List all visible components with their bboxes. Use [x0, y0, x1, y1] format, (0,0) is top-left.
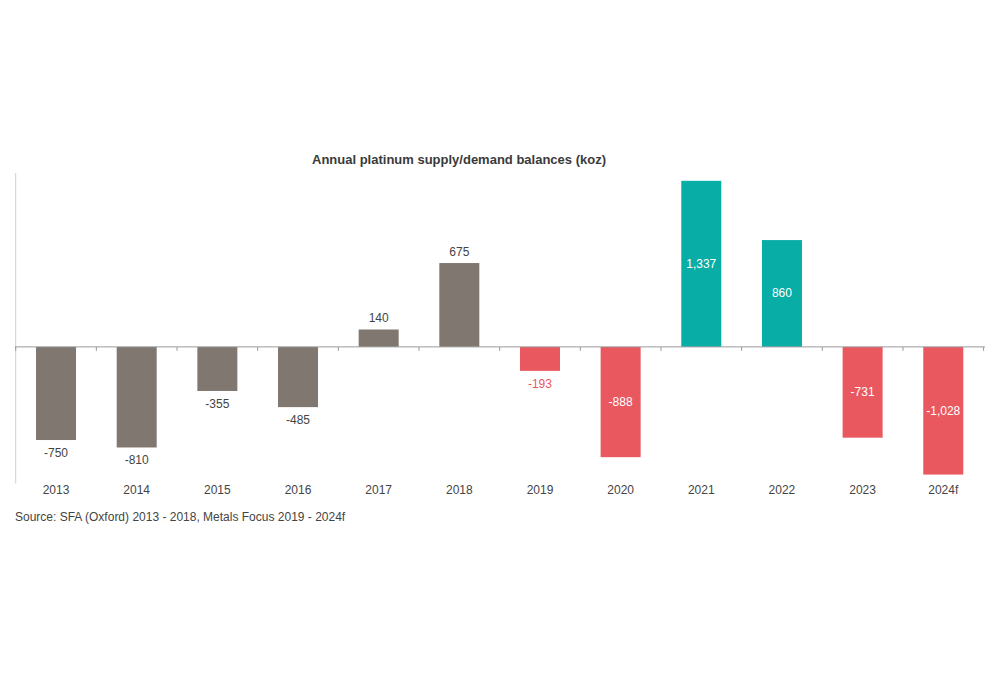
x-tick-label: 2024f — [928, 483, 959, 497]
bars — [36, 181, 963, 475]
y-axis-line — [15, 173, 16, 484]
data-label: -810 — [125, 453, 149, 467]
chart-svg: Annual platinum supply/demand balances (… — [0, 0, 1000, 675]
category-divider — [499, 347, 500, 351]
source-note: Source: SFA (Oxford) 2013 - 2018, Metals… — [15, 510, 346, 524]
x-tick-label: 2022 — [769, 483, 796, 497]
x-tick-label: 2018 — [446, 483, 473, 497]
data-label: 860 — [772, 286, 792, 300]
bar — [359, 329, 399, 346]
category-divider — [741, 347, 742, 351]
x-tick-label: 2015 — [204, 483, 231, 497]
bar — [923, 347, 963, 475]
bar — [681, 181, 721, 347]
bar — [36, 347, 76, 440]
data-label: -888 — [609, 395, 633, 409]
bar — [278, 347, 318, 407]
category-divider — [418, 347, 419, 351]
x-tick-label: 2013 — [43, 483, 70, 497]
chart-container: Annual platinum supply/demand balances (… — [0, 0, 1000, 675]
x-tick-label: 2020 — [607, 483, 634, 497]
x-tick-label: 2016 — [285, 483, 312, 497]
x-tick-label: 2023 — [849, 483, 876, 497]
category-divider — [15, 347, 16, 351]
bar — [762, 240, 802, 347]
category-divider — [177, 347, 178, 351]
category-divider — [902, 347, 903, 351]
data-label: 675 — [449, 245, 469, 259]
category-divider — [983, 347, 984, 351]
data-label: 140 — [369, 311, 389, 325]
x-tick-label: 2021 — [688, 483, 715, 497]
bar — [520, 347, 560, 371]
bar — [197, 347, 237, 391]
data-label: 1,337 — [686, 257, 716, 271]
data-label: -750 — [44, 446, 68, 460]
data-label: -355 — [205, 397, 229, 411]
category-divider — [660, 347, 661, 351]
category-divider — [580, 347, 581, 351]
x-tick-label: 2014 — [123, 483, 150, 497]
x-tick-label: 2017 — [365, 483, 392, 497]
x-tick-label: 2019 — [527, 483, 554, 497]
data-label: -193 — [528, 377, 552, 391]
bar — [843, 347, 883, 438]
background — [0, 0, 1000, 675]
category-divider — [96, 347, 97, 351]
bar — [117, 347, 157, 448]
category-divider — [338, 347, 339, 351]
data-label: -1,028 — [926, 404, 960, 418]
category-divider — [822, 347, 823, 351]
data-label: -485 — [286, 413, 310, 427]
category-divider — [257, 347, 258, 351]
bar — [601, 347, 641, 457]
data-label: -731 — [851, 385, 875, 399]
bar — [439, 263, 479, 347]
chart-title: Annual platinum supply/demand balances (… — [312, 152, 606, 167]
